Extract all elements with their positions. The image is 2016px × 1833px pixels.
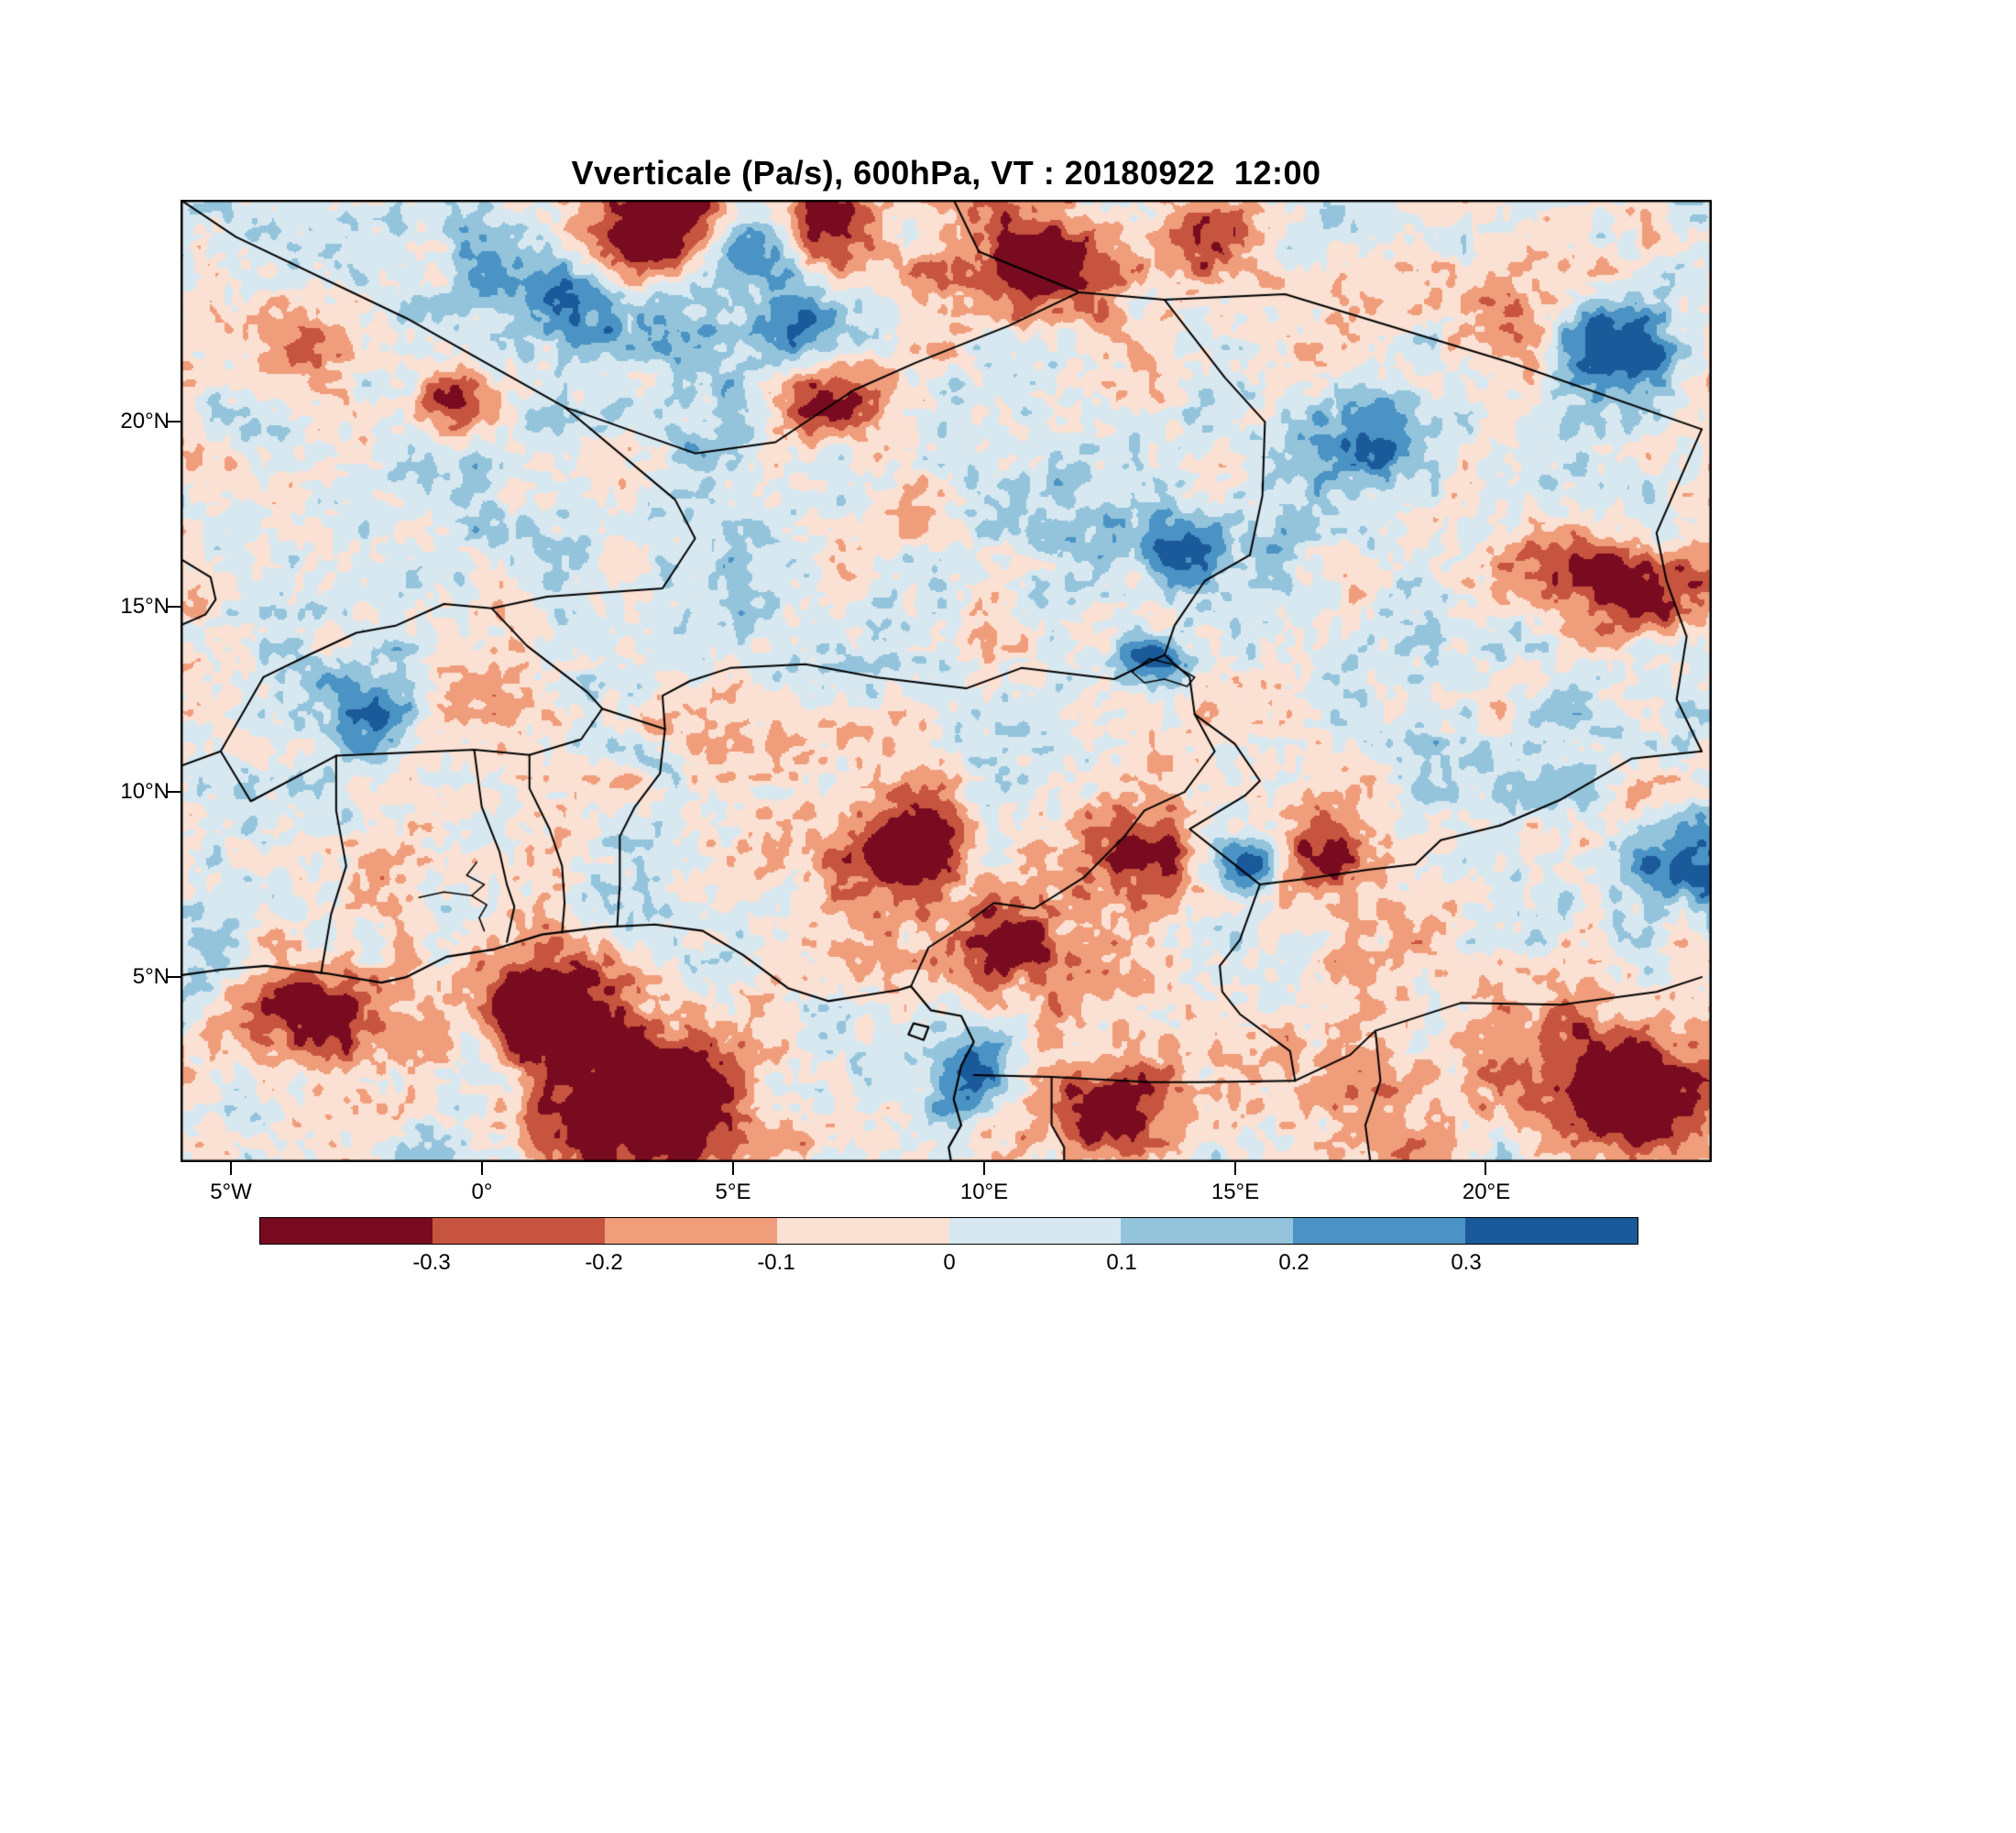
colorbar-segment bbox=[432, 1218, 605, 1244]
colorbar-segment bbox=[776, 1218, 949, 1244]
x-axis-tick bbox=[983, 1162, 985, 1175]
colorbar-segment bbox=[948, 1218, 1122, 1244]
y-axis-label: 20°N bbox=[120, 409, 170, 434]
x-axis-label: 5°E bbox=[715, 1180, 751, 1204]
colorbar-segment bbox=[1121, 1218, 1294, 1244]
y-axis-label: 15°N bbox=[120, 594, 170, 619]
colorbar-label: -0.1 bbox=[757, 1250, 795, 1275]
x-axis-label: 20°E bbox=[1462, 1180, 1511, 1204]
colorbar-label: -0.2 bbox=[585, 1250, 623, 1275]
x-axis-tick bbox=[481, 1162, 483, 1175]
colorbar-label: 0.2 bbox=[1278, 1250, 1309, 1275]
colorbar bbox=[259, 1217, 1638, 1245]
x-axis-tick bbox=[230, 1162, 232, 1175]
y-axis-tick bbox=[168, 421, 181, 423]
x-axis-label: 5°W bbox=[210, 1180, 252, 1204]
colorbar-label: 0 bbox=[943, 1250, 956, 1275]
x-axis-tick bbox=[1234, 1162, 1236, 1175]
colorbar-label: -0.3 bbox=[412, 1250, 451, 1275]
y-axis-label: 10°N bbox=[120, 779, 170, 804]
chart-title: Vverticale (Pa/s), 600hPa, VT : 20180922… bbox=[571, 154, 1321, 192]
colorbar-segment bbox=[1465, 1218, 1638, 1244]
map-canvas bbox=[181, 200, 1712, 1162]
x-axis-tick bbox=[732, 1162, 734, 1175]
x-axis-label: 15°E bbox=[1211, 1180, 1260, 1204]
y-axis-tick bbox=[168, 791, 181, 793]
y-axis-tick bbox=[168, 606, 181, 608]
y-axis-label: 5°N bbox=[132, 964, 170, 989]
y-axis-tick bbox=[168, 976, 181, 978]
colorbar-label: 0.3 bbox=[1451, 1250, 1482, 1275]
x-axis-tick bbox=[1485, 1162, 1486, 1175]
colorbar-segment bbox=[260, 1218, 433, 1244]
x-axis-label: 10°E bbox=[959, 1180, 1009, 1204]
colorbar-segment bbox=[604, 1218, 777, 1244]
colorbar-label: 0.1 bbox=[1106, 1250, 1137, 1275]
x-axis-label: 0° bbox=[471, 1180, 493, 1204]
colorbar-segment bbox=[1293, 1218, 1466, 1244]
